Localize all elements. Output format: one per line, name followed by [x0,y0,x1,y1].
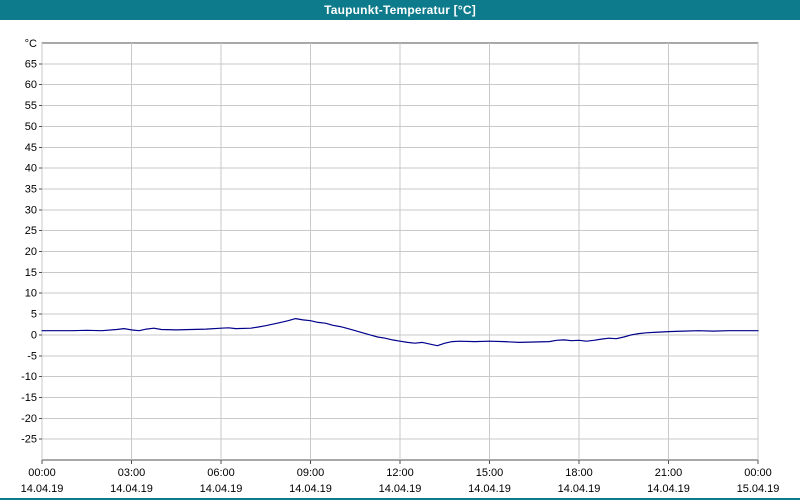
svg-text:30: 30 [25,204,37,216]
svg-text:-5: -5 [27,350,37,362]
svg-text:15:00: 15:00 [476,467,504,479]
svg-text:14.04.19: 14.04.19 [558,483,601,495]
svg-text:14.04.19: 14.04.19 [379,483,422,495]
svg-text:00:00: 00:00 [28,467,56,479]
svg-text:18:00: 18:00 [565,467,593,479]
temperature-line [41,318,759,347]
window-titlebar: Taupunkt-Temperatur [°C] [0,0,800,20]
svg-text:50: 50 [25,121,37,133]
bottom-border [0,498,800,500]
chart-canvas: -25 -20 -15 -10 -5 0 5 10 15 20 25 30 35 40 45 50 55 60 65… [21,38,780,495]
svg-text:60: 60 [25,79,37,91]
svg-text:-20: -20 [21,413,37,425]
svg-text:15: 15 [25,267,37,279]
svg-text:06:00: 06:00 [207,467,235,479]
svg-text:03:00: 03:00 [118,467,146,479]
x-axis-time-labels: 00:00 03:00 06:00 09:00 12:00 15:00 18:00 21:00… [28,460,772,479]
svg-text:35: 35 [25,183,37,195]
svg-text:-10: -10 [21,371,37,383]
grid-lines [41,43,759,460]
svg-text:14.04.19: 14.04.19 [647,483,690,495]
svg-text:14.04.19: 14.04.19 [468,483,511,495]
svg-text:00:00: 00:00 [744,467,772,479]
svg-text:40: 40 [25,163,37,175]
svg-text:14.04.19: 14.04.19 [289,483,332,495]
svg-text:25: 25 [25,225,37,237]
svg-text:-25: -25 [21,434,37,446]
svg-text:55: 55 [25,100,37,112]
svg-text:09:00: 09:00 [297,467,325,479]
x-axis-date-labels: 14.04.19 14.04.19 14.04.19 14.04.19 14.04.19… [21,483,780,495]
svg-text:14.04.19: 14.04.19 [110,483,153,495]
svg-text:0: 0 [31,329,37,341]
svg-text:14.04.19: 14.04.19 [200,483,243,495]
y-axis-unit-label: °C [25,38,37,50]
y-axis-labels: -25 -20 -15 -10 -5 0 5 10 15 20 25 30 35 40 45 50 55 60 65… [21,38,42,446]
svg-text:20: 20 [25,246,37,258]
svg-text:21:00: 21:00 [655,467,683,479]
svg-text:15.04.19: 15.04.19 [737,483,780,495]
svg-text:10: 10 [25,288,37,300]
svg-text:65: 65 [25,58,37,70]
svg-text:5: 5 [31,309,37,321]
svg-text:-15: -15 [21,392,37,404]
window-title: Taupunkt-Temperatur [°C] [324,3,476,17]
svg-text:14.04.19: 14.04.19 [21,483,64,495]
svg-text:12:00: 12:00 [386,467,414,479]
svg-text:45: 45 [25,142,37,154]
